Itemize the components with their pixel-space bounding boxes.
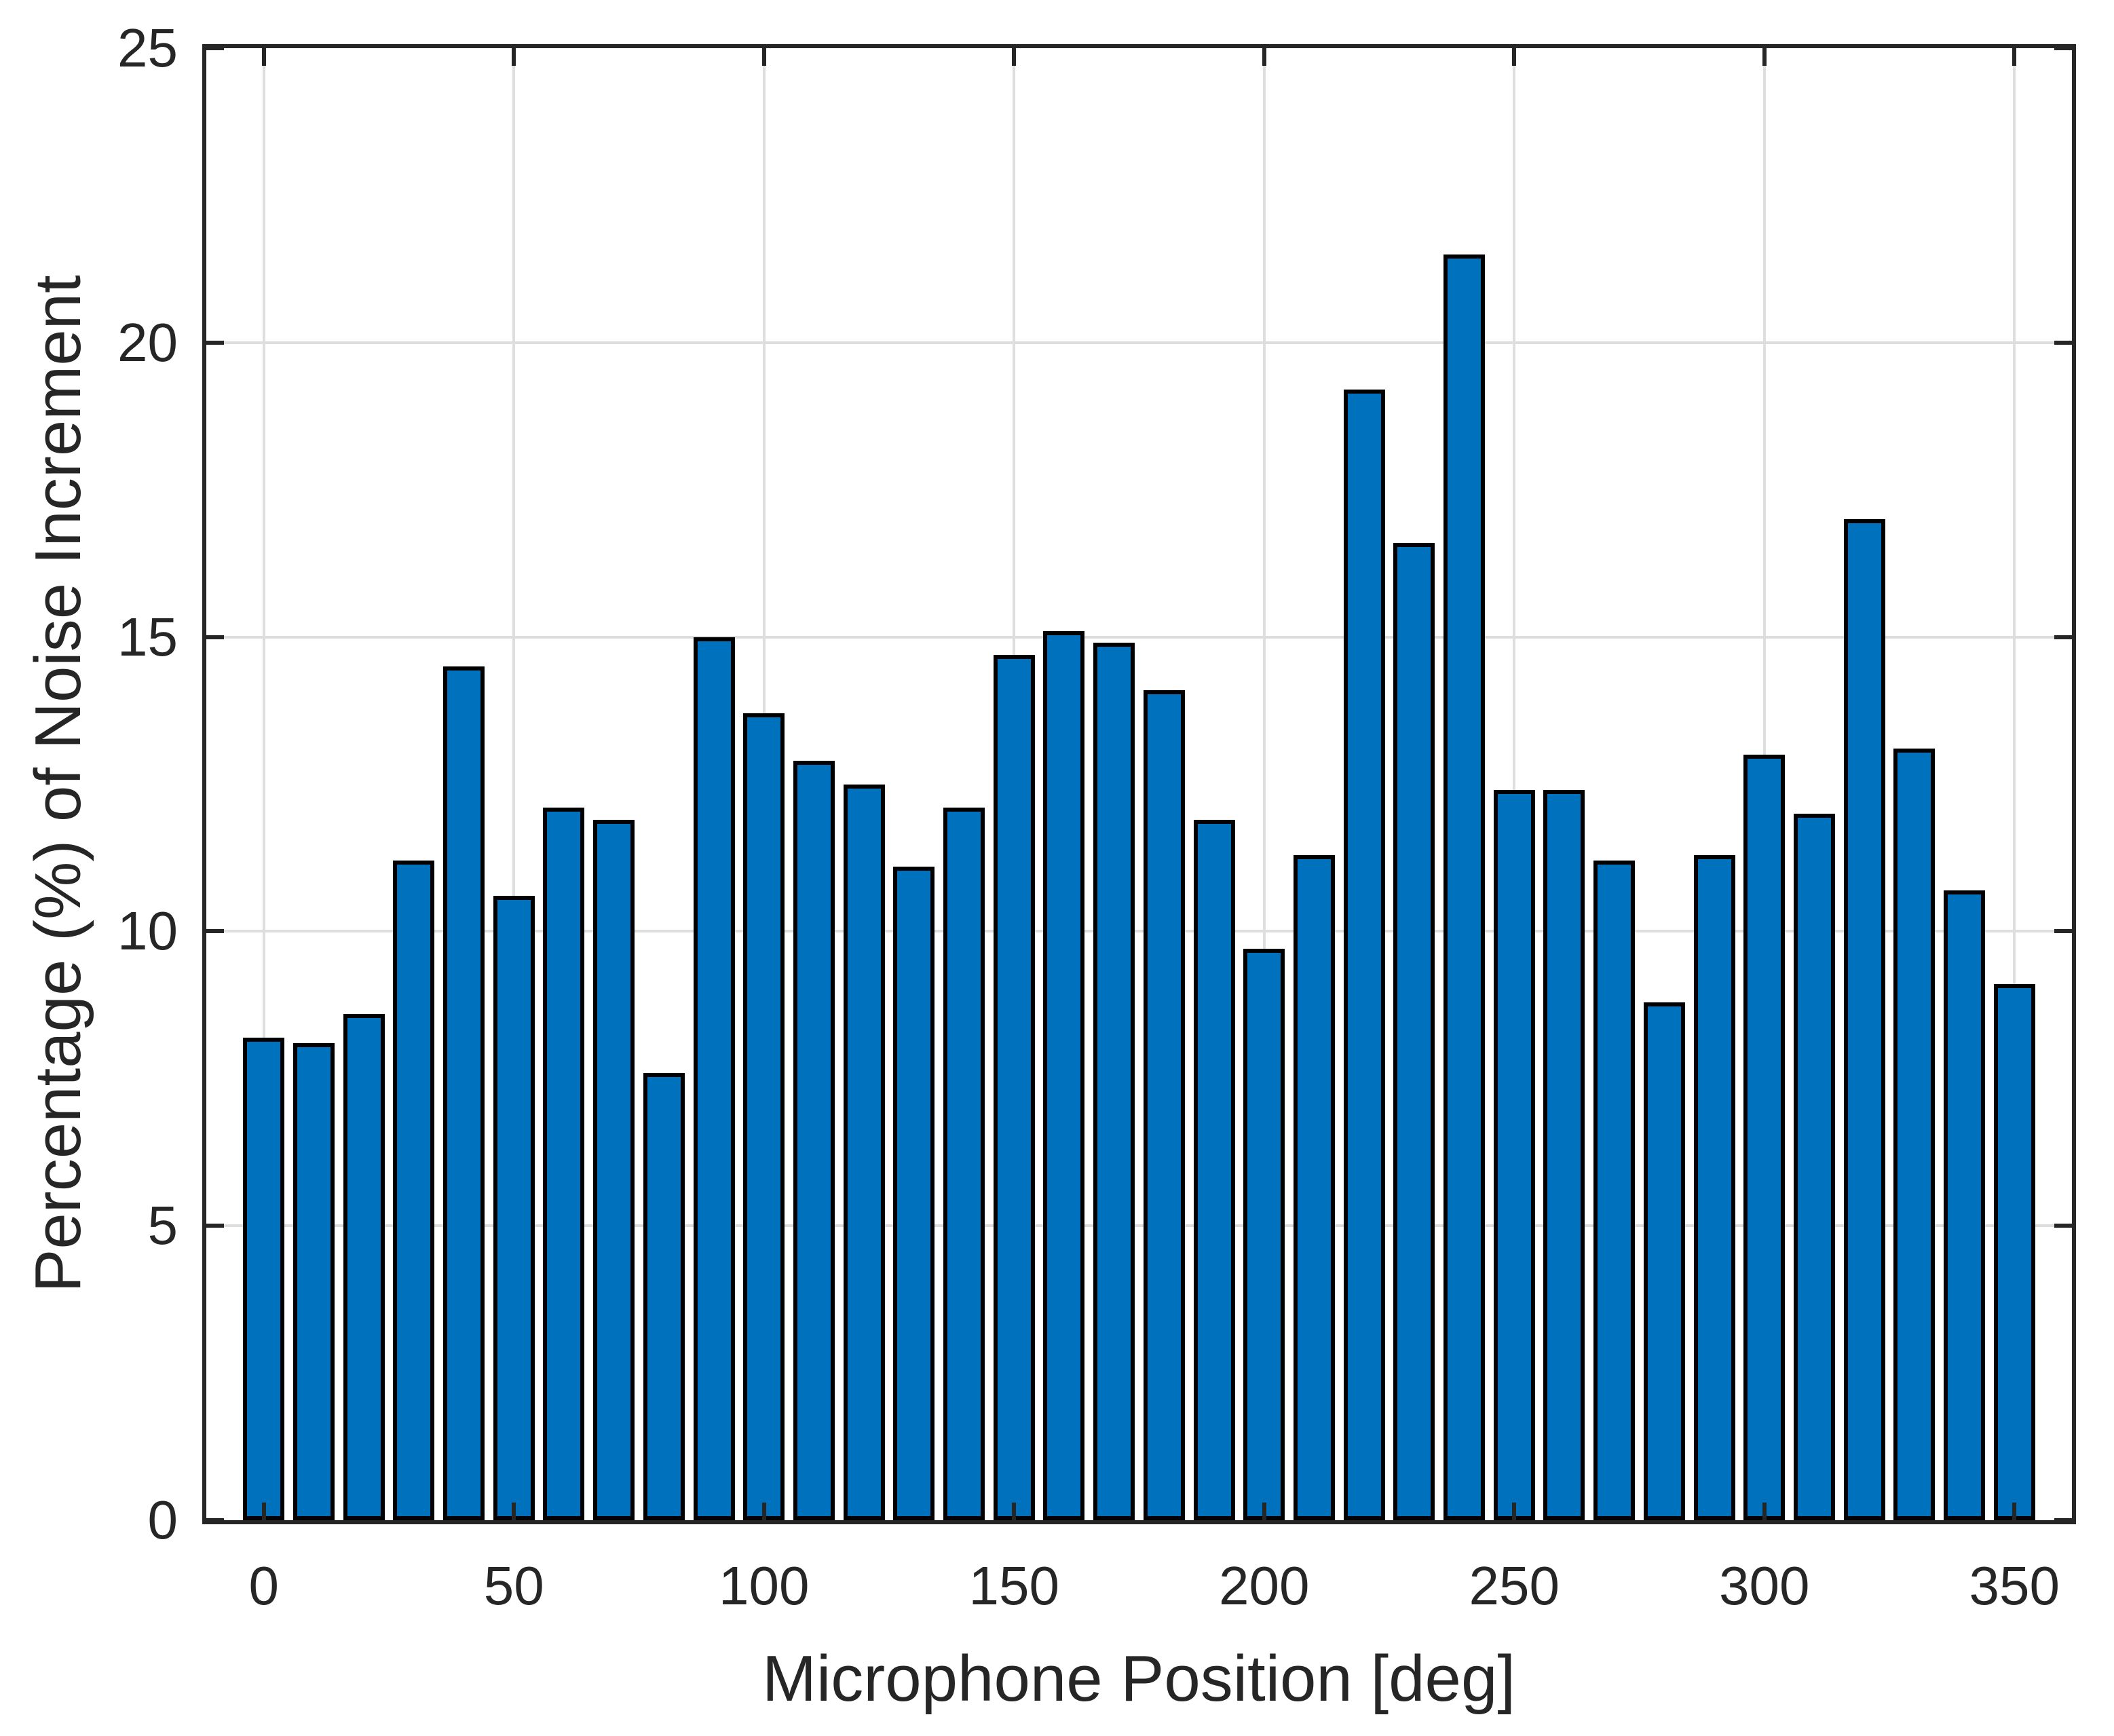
x-gridline [2013,48,2016,1520]
x-tick-mark [1512,48,1517,66]
y-gridline [206,341,2072,344]
bar [1793,813,1835,1520]
x-tick-mark [1012,48,1017,66]
tick-marks-layer [206,46,2072,1522]
y-tick-mark [206,46,224,50]
bar [1543,790,1585,1520]
bar [1193,819,1235,1520]
y-tick-mark [206,340,224,345]
x-tick-mark [2012,48,2017,66]
y-tick-label: 0 [147,1490,178,1550]
x-tick-mark [512,1503,516,1520]
x-gridline [512,48,516,1520]
x-tick-mark [1012,1503,1017,1520]
bar [1493,790,1535,1520]
bar [593,819,635,1520]
y-gridline [206,1224,2072,1228]
bar [1343,390,1385,1520]
y-tick-mark [2054,340,2072,345]
bar [1993,984,2035,1520]
bar [243,1037,285,1520]
plot-area [202,44,2076,1524]
y-tick-mark [206,1224,224,1228]
bar [393,861,435,1520]
y-axis-label: Percentage (%) of Noise Increment [22,275,94,1293]
bar [1593,861,1636,1520]
bar [1643,1002,1685,1520]
bar [993,654,1035,1520]
bar [443,666,485,1520]
x-tick-mark [761,1503,766,1520]
bar [693,637,735,1520]
x-tick-mark [261,1503,266,1520]
y-tick-mark [2054,635,2072,639]
y-tick-mark [206,635,224,639]
x-tick-mark [1262,48,1266,66]
bar [493,896,535,1520]
x-tick-mark [1262,1503,1266,1520]
x-tick-label: 350 [1969,1555,2060,1616]
y-tick-mark [2054,929,2072,934]
y-gridline [206,930,2072,933]
x-tick-label: 100 [719,1555,810,1616]
y-tick-mark [206,1518,224,1522]
bar [1093,643,1135,1520]
bar [292,1043,335,1520]
x-tick-mark [761,48,766,66]
bar [843,784,885,1520]
bar [643,1072,685,1520]
y-tick-label: 5 [147,1195,178,1256]
x-gridline [1513,48,1516,1520]
bar [1693,854,1735,1520]
bar [1393,542,1435,1520]
bar [1843,519,1885,1520]
y-tick-label: 20 [117,312,178,373]
bar [943,808,985,1520]
x-tick-label: 300 [1718,1555,1810,1616]
y-tick-mark [2054,46,2072,50]
x-tick-label: 150 [968,1555,1059,1616]
bar [1143,690,1185,1520]
x-tick-label: 50 [483,1555,544,1616]
y-tick-label: 25 [117,18,178,78]
y-tick-mark [2054,1518,2072,1522]
x-tick-label: 250 [1469,1555,1560,1616]
x-tick-label: 200 [1218,1555,1310,1616]
bar [1944,890,1986,1520]
bar [1893,749,1936,1520]
x-tick-mark [1762,1503,1767,1520]
x-tick-mark [261,48,266,66]
y-gridline [206,635,2072,639]
bar [893,866,935,1520]
x-tick-mark [512,48,516,66]
bar [1243,949,1285,1520]
x-tick-mark [2012,1503,2017,1520]
bar [743,713,785,1520]
x-axis-label: Microphone Position [deg] [762,1642,1515,1715]
x-gridline [262,48,265,1520]
y-tick-label: 10 [117,901,178,962]
x-tick-label: 0 [248,1555,280,1616]
bar [1043,630,1085,1520]
x-tick-mark [1512,1503,1517,1520]
y-tick-mark [2054,1224,2072,1228]
bar [343,1013,385,1520]
y-tick-label: 15 [117,606,178,667]
bar [1443,254,1486,1520]
y-tick-mark [206,929,224,934]
x-gridline [1262,48,1266,1520]
bar [793,760,835,1520]
bar [543,808,585,1520]
x-tick-mark [1762,48,1767,66]
bar [1293,854,1335,1520]
